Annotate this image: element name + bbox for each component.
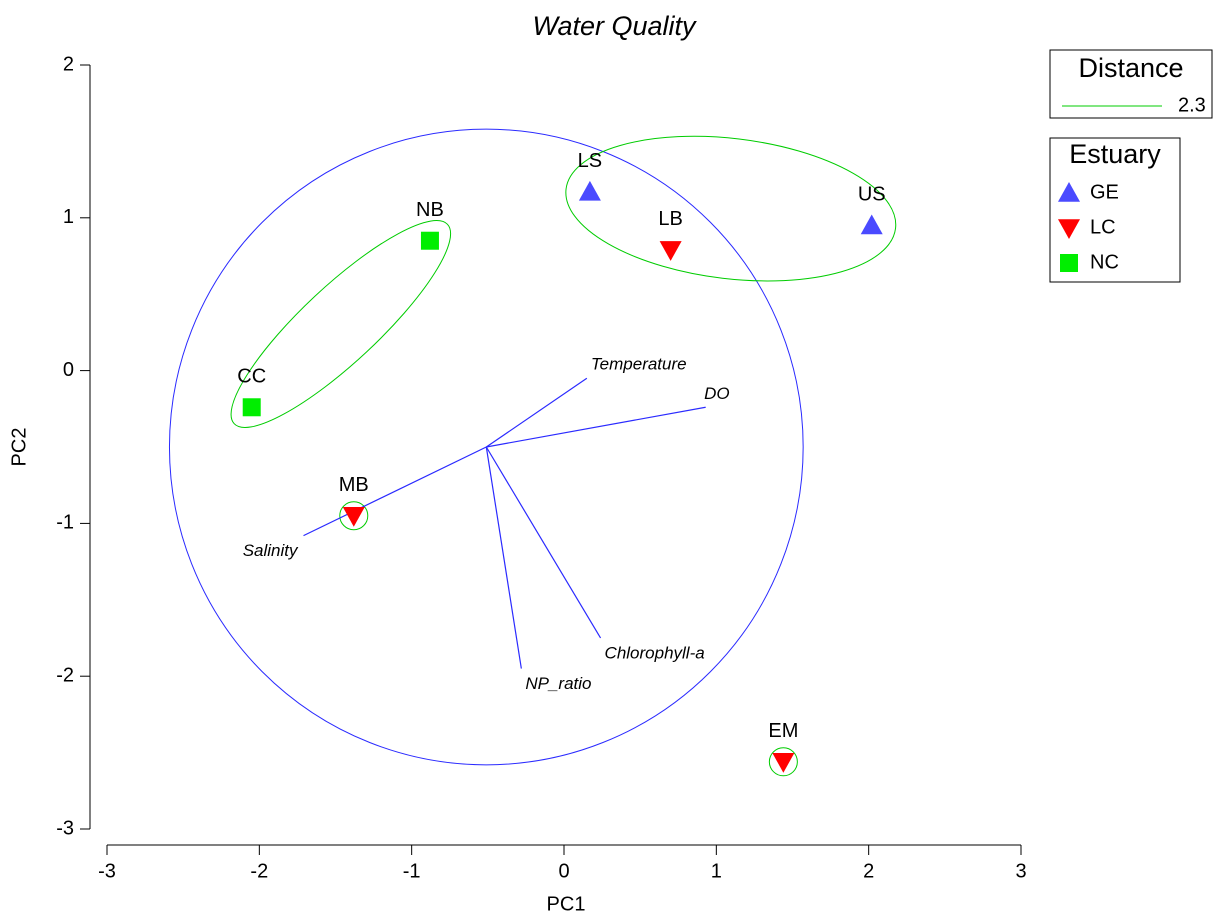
loading-vector: [303, 446, 487, 537]
point-label: LS: [578, 150, 602, 172]
cluster-contour: [339, 501, 369, 531]
y-tick-label: 1: [63, 206, 74, 228]
point-label: LB: [658, 208, 682, 230]
x-tick-label: -2: [250, 860, 268, 882]
data-point: [342, 506, 365, 527]
point-label: CC: [237, 366, 266, 388]
chart-title: Water Quality: [532, 11, 697, 41]
correlation-circle: [168, 128, 804, 766]
data-point: [659, 241, 682, 261]
loading-vector: [485, 377, 588, 448]
y-tick-label: -3: [56, 817, 74, 839]
cluster-contour: [230, 220, 452, 428]
legend-label: NC: [1090, 251, 1119, 273]
legend-label: LC: [1090, 216, 1116, 238]
legend-title: Estuary: [1069, 139, 1161, 169]
distance-legend-box: [1049, 49, 1213, 119]
loading-vector: [485, 446, 522, 669]
x-tick-label: 2: [863, 860, 874, 882]
legend-label: GE: [1090, 181, 1119, 203]
estuary-legend-box: [1049, 137, 1181, 283]
data-point: [242, 398, 261, 417]
loading-vector: [485, 446, 602, 639]
vector-label: NP_ratio: [525, 674, 591, 693]
x-tick-label: 3: [1015, 860, 1026, 882]
cluster-contour: [768, 747, 798, 777]
legend-marker: [1058, 219, 1080, 239]
y-tick-label: -1: [56, 512, 74, 534]
x-axis-label: PC1: [547, 893, 586, 915]
distance-legend-title: Distance: [1078, 53, 1183, 83]
loading-vector: [486, 406, 706, 448]
y-axis-label: PC2: [8, 428, 30, 467]
y-tick-label: 0: [63, 359, 74, 381]
vector-label: Salinity: [243, 541, 299, 560]
point-label: MB: [339, 474, 369, 496]
x-tick-label: -1: [403, 860, 421, 882]
legend-marker: [1058, 182, 1080, 202]
x-tick-label: 0: [558, 860, 569, 882]
legend-marker: [1060, 254, 1078, 272]
vector-label: Chlorophyll-a: [605, 643, 705, 662]
point-label: NB: [416, 199, 444, 221]
x-tick-label: 1: [711, 860, 722, 882]
data-point: [578, 180, 601, 201]
y-tick-label: 2: [63, 53, 74, 75]
distance-legend-value: 2.3: [1178, 94, 1206, 116]
cluster-contour: [565, 135, 897, 282]
data-point: [860, 214, 883, 235]
vector-label: Temperature: [591, 355, 687, 374]
data-point: [420, 231, 439, 250]
x-tick-label: -3: [98, 860, 116, 882]
vector-label: DO: [704, 384, 730, 403]
y-tick-label: -2: [56, 664, 74, 686]
point-label: EM: [768, 720, 798, 742]
data-point: [772, 752, 795, 773]
point-label: US: [858, 184, 886, 206]
